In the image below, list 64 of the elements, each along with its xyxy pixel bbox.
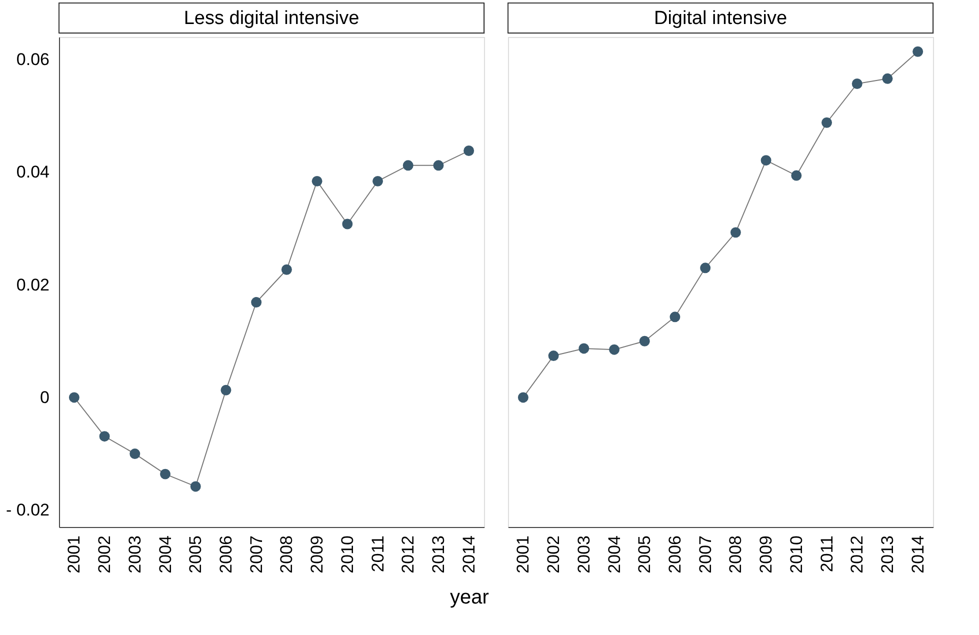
x-tick-label: 2004 — [156, 536, 175, 574]
x-tick-label: 2007 — [696, 536, 715, 574]
point — [464, 146, 474, 156]
x-tick-label: 2008 — [277, 536, 296, 574]
point — [99, 431, 110, 442]
x-tick-label: 2009 — [756, 536, 776, 574]
x-tick-label: 2013 — [428, 536, 448, 574]
point — [791, 170, 802, 181]
x-tick-label: 2003 — [574, 536, 594, 574]
point — [700, 262, 711, 274]
point — [822, 117, 832, 128]
y-tick-label: 0.06 — [16, 50, 50, 70]
point — [281, 264, 292, 275]
y-tick-label: 0.02 — [16, 275, 50, 294]
x-tick-label: 2001 — [64, 536, 84, 574]
point — [402, 160, 414, 171]
point — [912, 46, 924, 57]
x-tick-label: 2006 — [216, 536, 236, 574]
x-tick-label: 2014 — [908, 536, 928, 574]
x-tick-label: 2011 — [368, 536, 388, 572]
point — [312, 176, 322, 186]
point — [190, 481, 201, 492]
x-tick-label: 2002 — [544, 536, 564, 574]
chart-title: Digital intensive — [654, 8, 788, 29]
point — [68, 392, 80, 403]
point — [433, 160, 444, 171]
point — [518, 392, 528, 403]
x-tick-label: 2001 — [514, 536, 533, 574]
point — [852, 78, 862, 89]
point — [342, 218, 353, 230]
point — [882, 73, 893, 84]
x-tick-label: 2014 — [459, 536, 478, 574]
point — [578, 343, 590, 354]
x-tick-label: 2006 — [665, 536, 684, 574]
x-tick-label: 2011 — [817, 536, 836, 572]
point — [548, 350, 559, 362]
point — [760, 155, 772, 166]
x-tick-label: 2005 — [186, 536, 206, 574]
point — [730, 227, 741, 238]
x-tick-label: 2009 — [308, 536, 327, 574]
x-tick-label: 2008 — [726, 536, 746, 574]
chart-title: Less digital intensive — [184, 8, 360, 29]
y-tick-label: - 0.02 — [6, 500, 50, 520]
y-tick-label: 0 — [40, 388, 50, 407]
point — [670, 312, 680, 322]
point — [160, 468, 170, 480]
point — [609, 344, 620, 355]
x-tick-label: 2012 — [398, 536, 418, 574]
point — [130, 448, 140, 460]
x-tick-label: 2005 — [635, 536, 654, 574]
x-axis-title: year — [450, 586, 490, 608]
y-tick-label: 0.04 — [16, 162, 50, 182]
x-tick-label: 2003 — [125, 536, 144, 574]
x-tick-label: 2007 — [246, 536, 266, 574]
x-tick-label: 2012 — [848, 536, 867, 574]
point — [251, 297, 262, 308]
point — [372, 176, 383, 186]
point — [220, 384, 232, 396]
x-tick-label: 2013 — [878, 536, 897, 574]
x-tick-label: 2010 — [786, 536, 806, 574]
x-tick-label: 2002 — [95, 536, 114, 574]
point — [639, 336, 650, 346]
x-tick-label: 2010 — [338, 536, 357, 574]
x-tick-label: 2004 — [604, 536, 624, 574]
